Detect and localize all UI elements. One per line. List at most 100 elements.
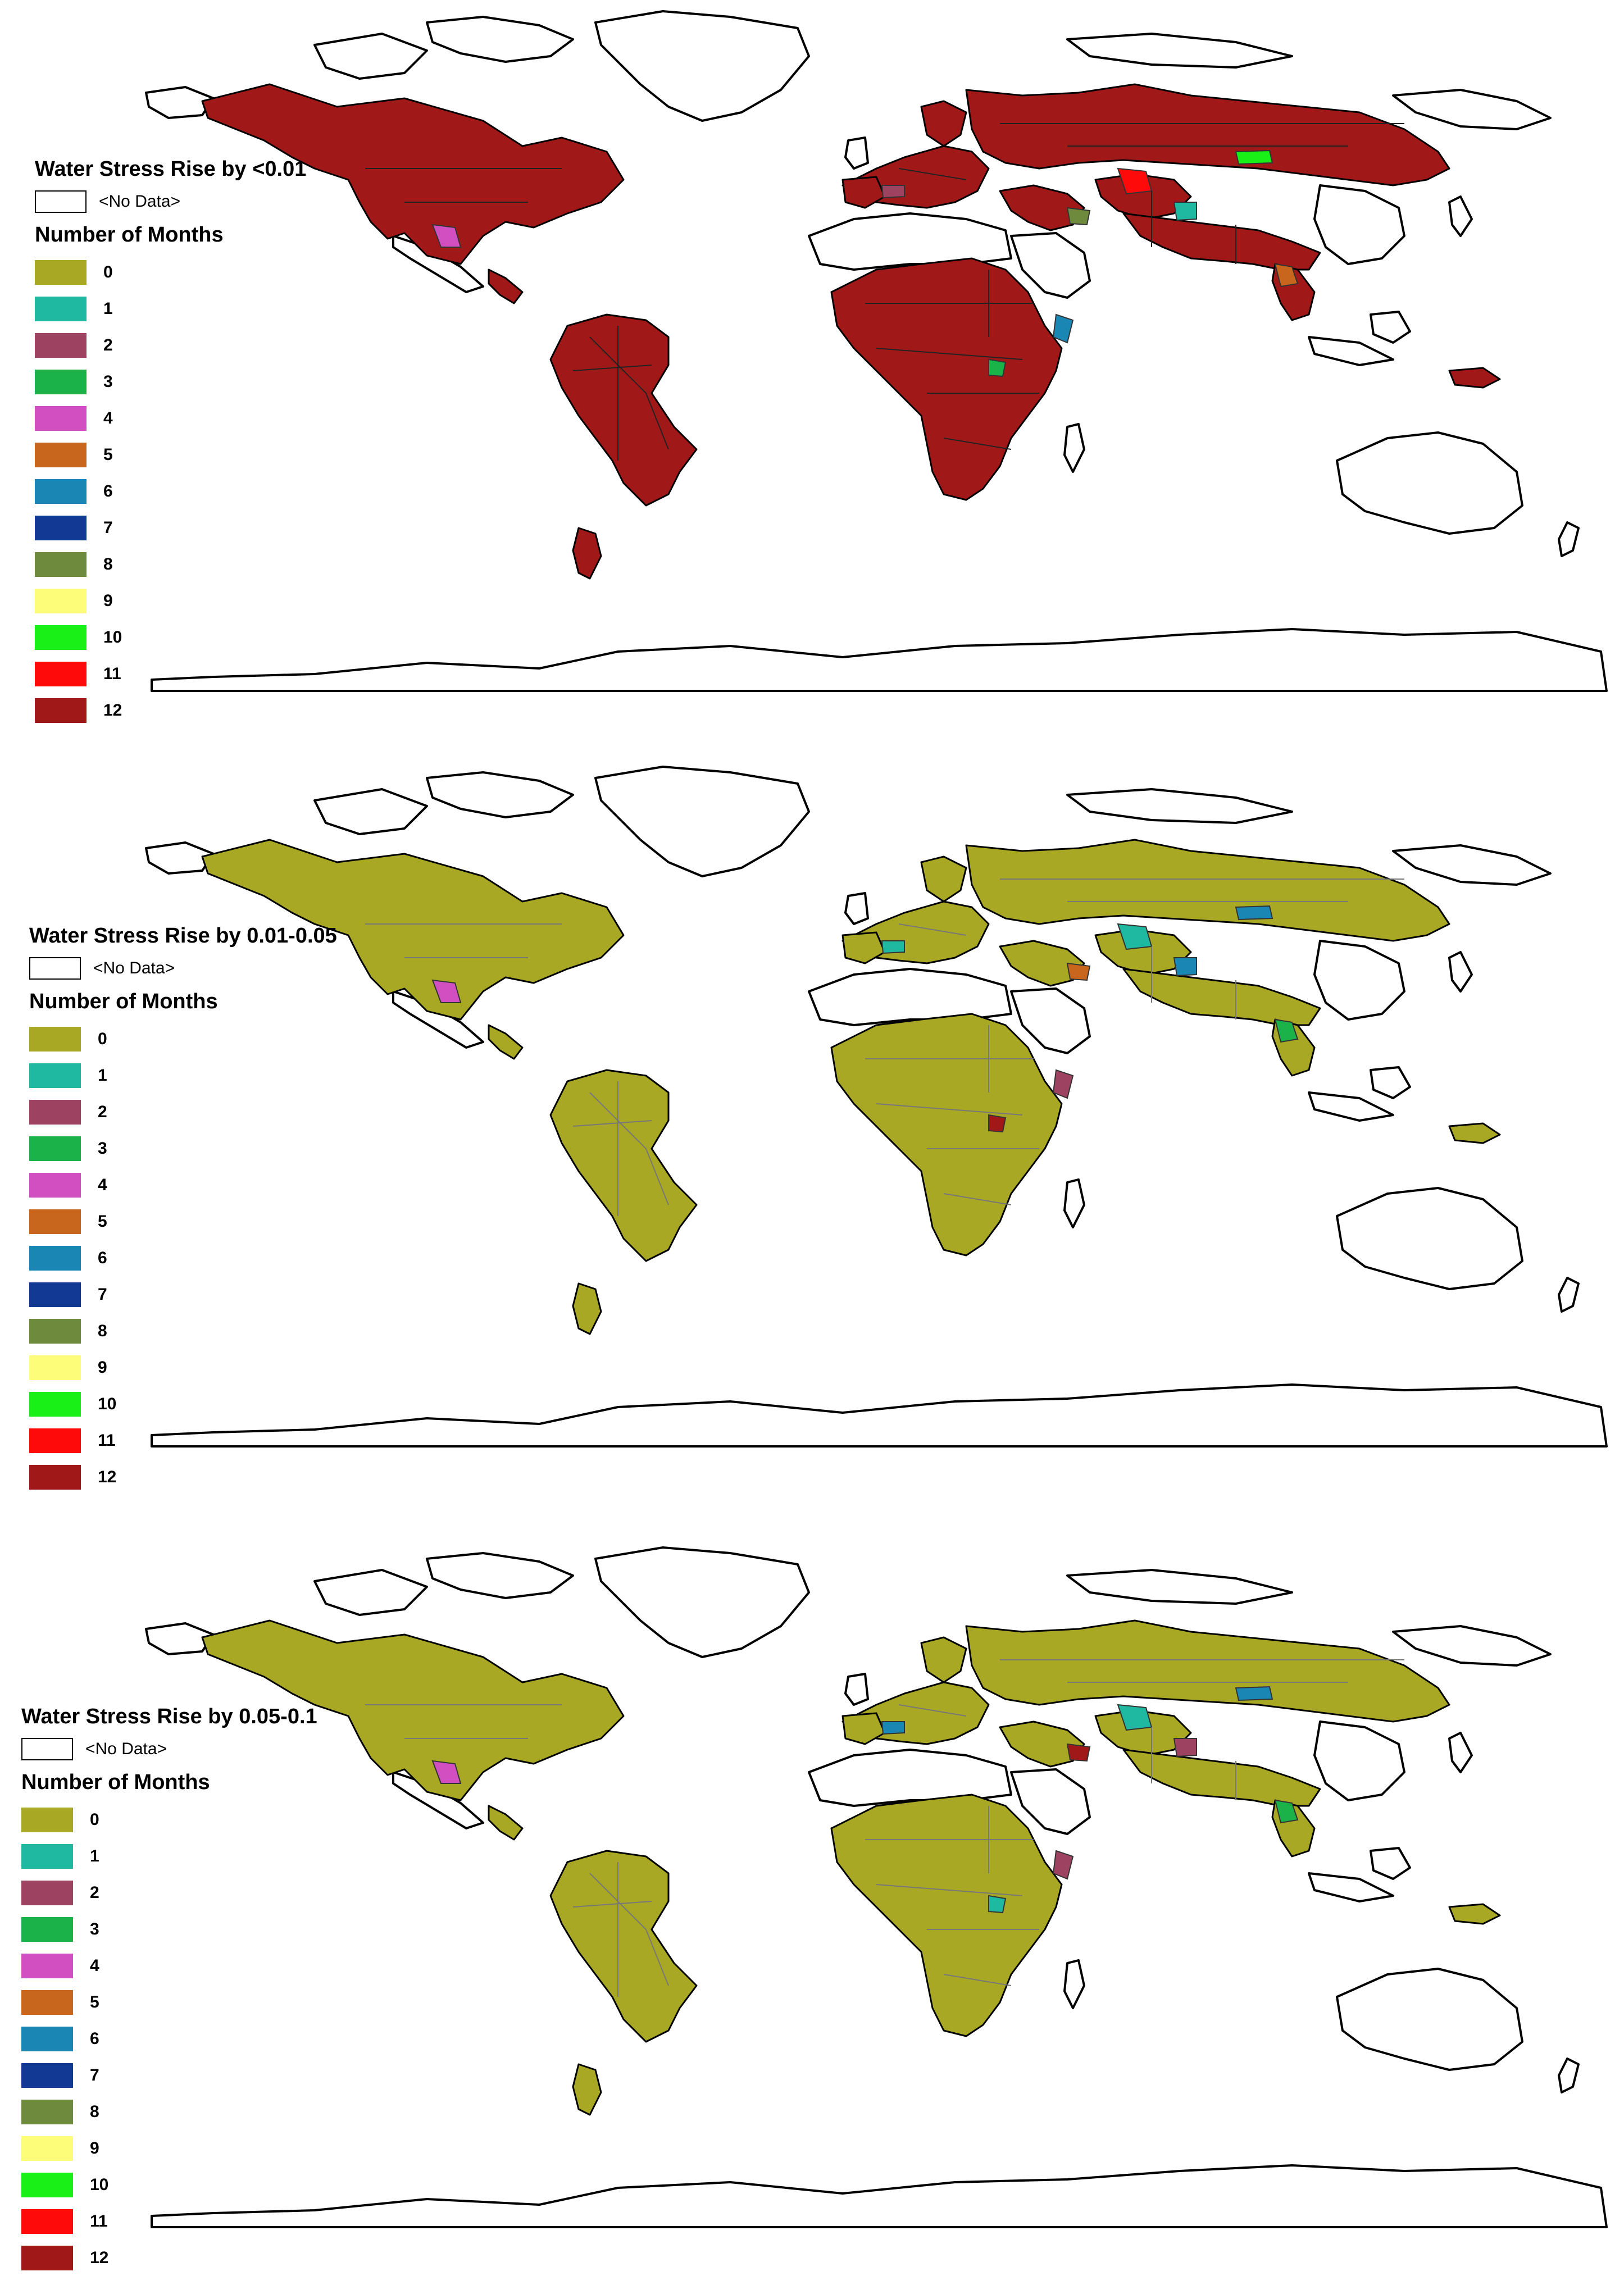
legend-label: 7 <box>98 1285 107 1304</box>
legend-subtitle: Number of Months <box>35 223 224 247</box>
land-outline-antarctica <box>151 628 1608 692</box>
land-outline-borneo <box>1370 1066 1411 1099</box>
basin-accent-d <box>431 224 462 248</box>
land-outline-japan <box>1448 951 1473 993</box>
basin-fill-group <box>201 1619 1501 2116</box>
legend-label: 9 <box>98 1358 107 1377</box>
basin-accent-c <box>1052 1069 1074 1099</box>
legend-item-11: 11 <box>35 656 306 692</box>
legend-item-0: 0 <box>29 1021 337 1057</box>
basin-russia <box>965 83 1450 186</box>
legend-item-3: 3 <box>35 363 306 400</box>
land-outline-arctic-islands <box>426 1552 574 1599</box>
legend-swatch <box>29 1464 81 1490</box>
legend-item-3: 3 <box>21 1911 317 1947</box>
basin-accent-i <box>1173 1738 1197 1758</box>
legend-swatch <box>29 1026 81 1052</box>
basin-accent-h <box>881 185 905 199</box>
basin-accent-b <box>1235 905 1273 921</box>
legend-swatch <box>21 1844 73 1869</box>
land-outline-china-east <box>1313 184 1405 265</box>
border-line-2 <box>589 336 669 450</box>
land-outline-antarctica <box>151 2164 1608 2228</box>
basin-new-guinea <box>1448 1903 1501 1925</box>
world-map-2 <box>145 766 1608 1448</box>
basin-scandinavia <box>920 100 967 147</box>
basin-iberia <box>841 1712 886 1745</box>
legend-swatch <box>29 1172 81 1198</box>
basin-new-guinea <box>1448 367 1501 389</box>
border-line-3 <box>572 365 652 371</box>
legend-item-7: 7 <box>21 2057 317 2093</box>
legend-label: 4 <box>98 1175 107 1194</box>
legend-label: 11 <box>103 664 121 683</box>
legend-label: 8 <box>90 2102 99 2121</box>
legend-label: 11 <box>90 2211 108 2231</box>
basin-south-asia <box>1122 1749 1321 1807</box>
basin-central-america <box>488 268 524 304</box>
basin-accent-b <box>1235 149 1273 165</box>
world-map-3 <box>145 1546 1608 2228</box>
no-data-swatch <box>35 190 87 213</box>
land-outline-borneo <box>1370 311 1411 344</box>
land-outline-australia <box>1336 1187 1523 1290</box>
basin-iberia <box>841 176 886 209</box>
legend-swatch <box>35 552 87 577</box>
legend-items: 0 1 2 3 4 5 6 7 8 9 10 11 12 <box>35 254 306 729</box>
legend-label: 10 <box>90 2175 109 2194</box>
legend-label: 11 <box>98 1431 116 1450</box>
basin-fill-group <box>201 83 1501 580</box>
legend-swatch <box>21 1990 73 2015</box>
basin-accent-f <box>1066 1743 1091 1762</box>
legend-label: 8 <box>103 554 113 573</box>
legend-subtitle: Number of Months <box>21 1770 210 1794</box>
border-line-5 <box>876 1103 1023 1116</box>
basin-south-asia <box>1122 212 1321 271</box>
basin-north-america <box>201 83 625 265</box>
legend-label: 6 <box>90 2029 99 2048</box>
land-outline-canada-arctic <box>313 788 428 835</box>
land-outline-arctic-islands <box>426 16 574 63</box>
border-lines-group <box>365 1659 1404 1997</box>
legend-label: 2 <box>103 335 113 354</box>
land-outline-sahara <box>808 212 1012 271</box>
land-outline-madagascar <box>1063 1178 1085 1228</box>
legend-2: Water Stress Rise by 0.01-0.05 <No Data>… <box>29 924 337 1495</box>
border-line-2 <box>589 1873 669 1986</box>
legend-title: Water Stress Rise by <0.01 <box>35 157 307 181</box>
legend-label: 7 <box>103 518 113 537</box>
legend-subtitle: Number of Months <box>29 990 218 1013</box>
basin-accent-e <box>1274 263 1299 288</box>
legend-items: 0 1 2 3 4 5 6 7 8 9 10 11 12 <box>21 1801 317 2276</box>
border-line-7 <box>943 438 1012 450</box>
legend-item-9: 9 <box>35 582 306 619</box>
legend-swatch <box>21 2209 73 2234</box>
legend-label: 10 <box>103 627 122 647</box>
basin-fill-group <box>201 839 1501 1335</box>
land-outline-east-asia-coast <box>1392 844 1552 886</box>
legend-swatch <box>35 625 87 650</box>
land-outline-arabia <box>1010 987 1091 1054</box>
legend-label: 2 <box>90 1883 99 1902</box>
border-line-5 <box>876 348 1023 360</box>
legend-items: 0 1 2 3 4 5 6 7 8 9 10 11 12 <box>29 1021 337 1495</box>
legend-1: Water Stress Rise by <0.01 <No Data> Num… <box>35 157 306 729</box>
legend-swatch <box>21 2026 73 2051</box>
basin-patagonia <box>572 1282 602 1335</box>
legend-label: 5 <box>98 1212 107 1231</box>
legend-label: 1 <box>103 299 113 318</box>
basin-accent-h <box>881 940 905 954</box>
land-outline-sahara <box>808 968 1012 1026</box>
land-outline-alaska-west <box>145 1622 215 1655</box>
legend-swatch <box>29 1355 81 1380</box>
border-line-12 <box>898 168 967 180</box>
legend-item-10: 10 <box>29 1386 337 1422</box>
legend-swatch <box>29 1318 81 1344</box>
basin-accent-c <box>1052 1850 1074 1880</box>
basin-accent-i <box>1173 957 1197 977</box>
legend-label: 1 <box>90 1846 99 1865</box>
border-lines-group <box>365 123 1404 461</box>
accent-basins-group <box>431 905 1299 1133</box>
legend-item-10: 10 <box>21 2166 317 2203</box>
legend-item-8: 8 <box>29 1313 337 1349</box>
